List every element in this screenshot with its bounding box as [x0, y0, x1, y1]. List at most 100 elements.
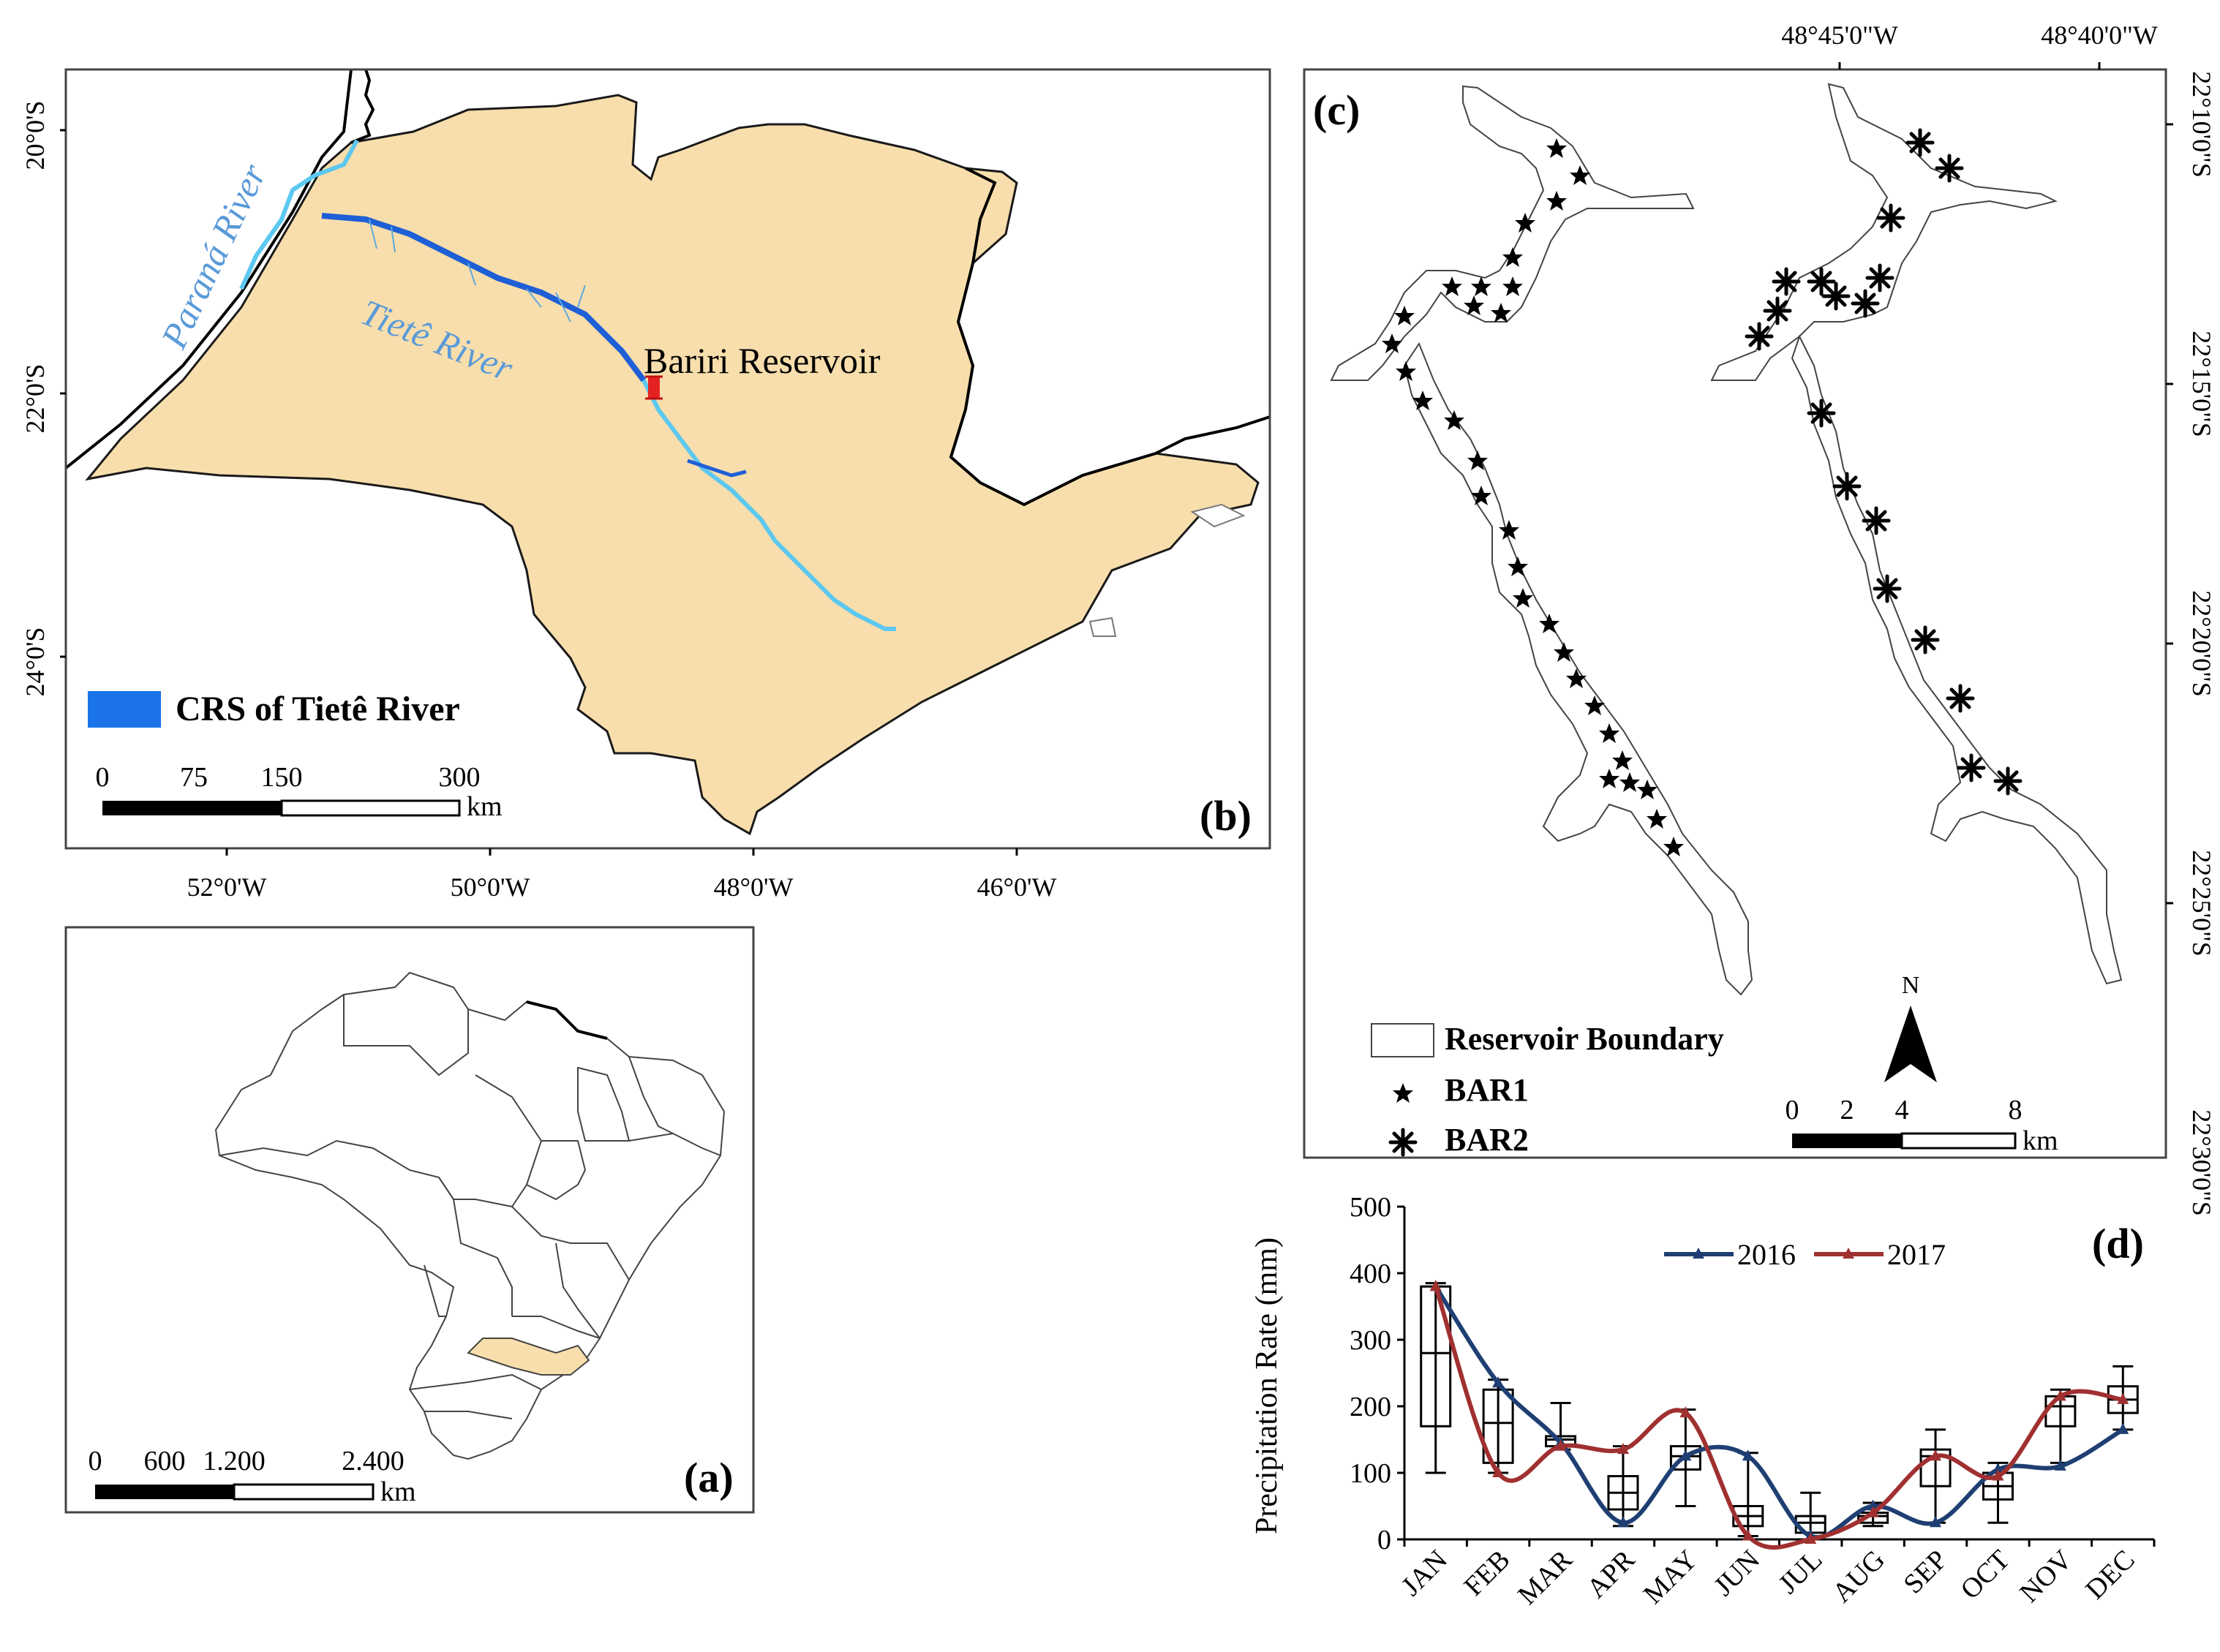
series-line-2017	[1433, 1286, 2123, 1550]
legend-bar2-label: BAR2	[1445, 1122, 1529, 1158]
scale-c-tick-4: 4	[1895, 1095, 1909, 1125]
chart-ylabel: Precipitation Rate (mm)	[1250, 1237, 1284, 1534]
series-point-2017	[1679, 1406, 1692, 1418]
series-point-2016	[1679, 1449, 1692, 1461]
x-tick-label: APR	[1581, 1544, 1641, 1604]
scale-c-bar-white	[1900, 1132, 2017, 1150]
x-tick-label: NOV	[2014, 1544, 2078, 1608]
series-point-2017	[2054, 1389, 2066, 1401]
crs-legend-swatch	[88, 691, 161, 728]
scale-a-tick-600: 600	[144, 1446, 186, 1476]
series-point-2017	[1805, 1533, 1817, 1544]
lat-label-20s: 20°0'S	[20, 101, 50, 170]
lon-label-50w: 50°0'W	[451, 872, 530, 902]
box-body	[1919, 1448, 1952, 1487]
scale-b-bar-black	[102, 801, 282, 815]
lat-label-22-15s: 22°15'0"S	[2187, 331, 2216, 437]
sao-paulo-state	[85, 94, 1260, 836]
x-tick-label: JAN	[1396, 1544, 1453, 1602]
boxplot	[1982, 1461, 2014, 1524]
y-tick-label: 200	[1350, 1392, 1391, 1422]
series-point-2016	[2117, 1422, 2129, 1434]
lat-label-24s: 24°0'S	[20, 627, 50, 697]
panel-b-frame	[64, 68, 1271, 850]
boxplot	[1420, 1282, 1452, 1474]
bariri-reservoir-marker	[648, 377, 660, 399]
x-tick-label: OCT	[1954, 1544, 2015, 1605]
series-point-2017	[1554, 1439, 1567, 1451]
boxplot	[1607, 1445, 1639, 1528]
series-point-2017	[1742, 1529, 1754, 1541]
panel-d-label: (d)	[2092, 1220, 2144, 1267]
series-point-2016	[1992, 1463, 2004, 1474]
brazil-coast-north	[526, 1000, 608, 1040]
scale-b-unit: km	[467, 791, 503, 822]
brazil-states	[214, 971, 726, 1460]
state-border-north	[350, 69, 375, 144]
scale-a-tick-0: 0	[89, 1446, 102, 1476]
north-label: N	[1902, 972, 1920, 999]
series-point-2017	[1867, 1506, 1879, 1517]
series-point-2016	[1617, 1516, 1629, 1528]
lat-label-22-10s: 22°10'0"S	[2187, 71, 2216, 178]
panel-b-label: (b)	[1200, 792, 1252, 840]
lon-label-48-40w: 48°40'0"W	[2041, 20, 2158, 50]
scale-a-bar-white	[233, 1483, 375, 1501]
y-tick-label: 0	[1377, 1525, 1391, 1555]
y-tick-label: 100	[1350, 1458, 1391, 1489]
scale-c-tick-2: 2	[1840, 1095, 1854, 1125]
boxplot	[1919, 1428, 1952, 1524]
scale-c-tick-0: 0	[1786, 1095, 1799, 1125]
lon-label-46w: 46°0'W	[977, 872, 1057, 902]
y-tick-label: 400	[1350, 1259, 1391, 1289]
x-tick-label: SEP	[1897, 1544, 1953, 1600]
crs-legend-label: CRS of Tietê River	[176, 690, 460, 728]
scale-b-bar-white	[280, 799, 461, 817]
state-border-northeast	[949, 167, 1270, 507]
scale-c-bar-black	[1792, 1134, 1902, 1148]
x-tick-label: DEC	[2080, 1544, 2140, 1605]
legend-boundary-swatch	[1371, 1023, 1434, 1057]
scale-a-bar-black	[95, 1485, 234, 1499]
scale-b-tick-75: 75	[180, 762, 208, 793]
panel-c-map: (c) 48°45'0"W 48°40'0"W 22°10'0"S 22°15'…	[1303, 20, 2216, 1216]
lat-label-22-25s: 22°25'0"S	[2187, 850, 2216, 957]
tiete-river-lower	[641, 379, 896, 631]
panel-d-chart: Precipitation Rate (mm) (d) 0 100 200 300 40…	[1250, 1192, 2156, 1611]
legend-bar1-label: BAR1	[1445, 1072, 1529, 1108]
y-tick-label: 300	[1350, 1325, 1391, 1356]
series-point-2016	[1742, 1449, 1754, 1461]
lon-label-48w: 48°0'W	[714, 872, 794, 902]
lat-label-22-20s: 22°20'0"S	[2187, 590, 2216, 697]
series-point-2017	[1992, 1469, 2004, 1481]
y-tick-label: 500	[1350, 1192, 1391, 1223]
chart-series	[1429, 1280, 2129, 1550]
series-point-2016	[1930, 1516, 1942, 1528]
scale-a-tick-1200: 1.200	[203, 1446, 266, 1476]
legend-marker-2017	[1843, 1248, 1854, 1259]
panel-c-label: (c)	[1313, 86, 1360, 134]
scale-b-tick-150: 150	[261, 762, 303, 793]
coast-islands	[1088, 503, 1246, 637]
tiete-river-crs	[321, 213, 647, 382]
series-point-2016	[2054, 1459, 2066, 1471]
series-line-2016	[1434, 1285, 2124, 1540]
lon-label-48-45w: 48°45'0"W	[1781, 20, 1898, 50]
bariri-reservoir-label: Bariri Reservoir	[644, 340, 881, 381]
north-arrow-icon	[1884, 1006, 1937, 1082]
parana-river	[239, 139, 359, 290]
series-point-2017	[2117, 1392, 2129, 1404]
series-point-2017	[1429, 1280, 1442, 1291]
box-body	[1420, 1285, 1452, 1427]
sao-paulo-state-highlight	[467, 1338, 590, 1376]
panel-a-map: 0 600 1.200 2.400 km (a)	[64, 926, 755, 1514]
series-point-2017	[1617, 1443, 1629, 1455]
scale-b-tick-0: 0	[96, 762, 110, 793]
box-body	[1669, 1445, 1701, 1471]
series-point-2016	[1492, 1376, 1505, 1388]
tiete-river-crs-lower	[687, 459, 747, 478]
scale-b-tick-300: 300	[439, 762, 481, 793]
lat-label-22s: 22°0'S	[20, 364, 50, 434]
x-tick-label: FEB	[1459, 1544, 1516, 1602]
reservoir-boundary-bar1	[1330, 85, 1753, 996]
